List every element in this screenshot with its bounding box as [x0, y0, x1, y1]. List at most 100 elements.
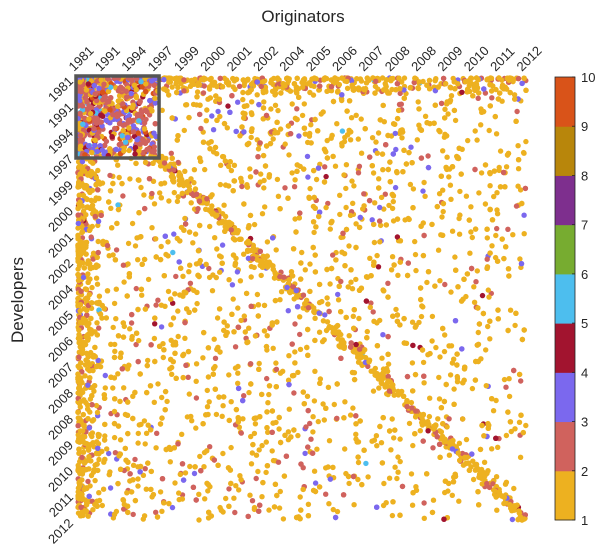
data-point	[361, 447, 367, 453]
data-point	[292, 349, 298, 355]
data-point	[182, 215, 188, 222]
data-point	[178, 265, 184, 271]
data-point	[179, 190, 185, 197]
data-point	[516, 510, 523, 516]
data-point	[495, 96, 502, 102]
data-point	[153, 302, 159, 308]
data-point	[152, 121, 158, 127]
data-point	[511, 92, 518, 98]
data-point	[238, 430, 244, 436]
data-point	[139, 261, 145, 267]
data-point	[473, 279, 479, 285]
data-point	[411, 79, 417, 86]
data-point	[231, 178, 238, 184]
data-point	[179, 176, 185, 183]
data-point	[396, 75, 402, 81]
data-point	[430, 426, 437, 432]
data-point	[381, 206, 387, 212]
data-point	[232, 344, 239, 350]
data-point	[261, 302, 268, 309]
data-point	[161, 273, 167, 279]
data-point	[522, 185, 529, 192]
data-point	[211, 365, 217, 372]
data-point	[240, 416, 246, 422]
data-point	[132, 389, 138, 396]
data-point	[319, 338, 326, 345]
data-point	[471, 284, 477, 290]
data-point	[118, 350, 124, 356]
data-point	[496, 75, 502, 81]
data-point	[263, 469, 269, 476]
data-point	[157, 256, 164, 263]
data-point	[323, 204, 329, 211]
data-point	[457, 212, 463, 218]
data-point	[292, 321, 298, 327]
data-point	[235, 305, 241, 311]
data-point	[204, 107, 210, 113]
data-point	[315, 128, 321, 134]
data-point	[312, 480, 319, 486]
data-point	[480, 310, 487, 317]
data-point	[206, 399, 212, 405]
data-point	[446, 416, 452, 422]
data-point	[137, 463, 144, 470]
data-point	[476, 467, 482, 473]
data-point	[255, 146, 262, 152]
data-point	[153, 445, 159, 451]
data-point	[397, 238, 404, 244]
data-point	[295, 86, 302, 92]
data-point	[78, 504, 84, 510]
data-point	[259, 494, 265, 500]
data-point	[418, 223, 424, 229]
data-point	[272, 271, 279, 277]
data-point	[399, 127, 405, 133]
data-point	[307, 420, 313, 427]
data-point	[274, 176, 281, 183]
data-point	[188, 176, 194, 182]
data-point	[333, 257, 339, 263]
data-point	[286, 406, 292, 412]
data-point	[104, 446, 110, 452]
data-point	[285, 377, 292, 383]
data-point	[220, 403, 226, 409]
data-point	[448, 196, 454, 202]
data-point	[356, 163, 363, 169]
data-point	[225, 163, 232, 170]
data-point	[248, 263, 255, 270]
data-point	[273, 366, 280, 372]
data-point	[95, 441, 102, 447]
data-point	[474, 137, 480, 143]
data-point	[302, 131, 308, 137]
data-point	[83, 466, 89, 473]
data-point	[171, 189, 177, 196]
data-point	[148, 106, 154, 112]
data-point	[85, 513, 91, 519]
data-point	[246, 389, 252, 396]
data-point	[248, 274, 254, 280]
data-point	[217, 113, 223, 120]
data-point	[117, 398, 123, 405]
data-point	[266, 383, 273, 389]
data-point	[250, 256, 256, 262]
data-point	[96, 451, 102, 457]
data-point	[505, 327, 511, 334]
data-point	[235, 380, 241, 386]
data-point	[400, 393, 407, 399]
data-point	[440, 421, 446, 427]
data-point	[95, 445, 101, 451]
data-point	[487, 183, 493, 189]
data-point	[480, 108, 487, 115]
data-point	[230, 252, 237, 258]
data-point	[294, 75, 300, 82]
data-point	[259, 442, 265, 449]
data-point	[472, 377, 479, 383]
data-point	[519, 200, 525, 207]
data-point	[295, 432, 301, 439]
data-point	[409, 360, 416, 366]
data-point	[120, 127, 127, 134]
data-point	[264, 375, 270, 382]
data-point	[256, 101, 262, 108]
data-point	[94, 409, 101, 416]
data-point	[521, 231, 527, 237]
data-point	[106, 450, 112, 457]
